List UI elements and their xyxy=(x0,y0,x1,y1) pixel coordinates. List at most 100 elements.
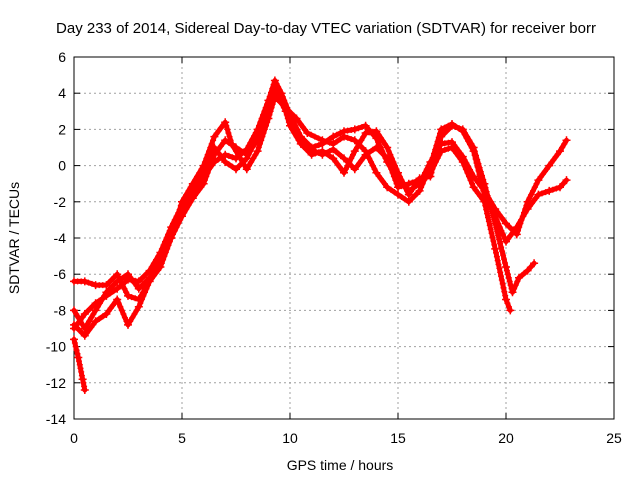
data-point xyxy=(210,132,219,141)
data-point xyxy=(404,197,413,206)
data-point xyxy=(562,136,571,145)
data-point xyxy=(502,219,510,228)
y-tick-label: -2 xyxy=(54,194,67,210)
data-point xyxy=(156,255,165,264)
data-point xyxy=(383,183,392,192)
data-point xyxy=(448,143,456,152)
data-point xyxy=(303,129,312,137)
data-point xyxy=(70,335,78,344)
data-point xyxy=(329,154,338,163)
data-point xyxy=(361,121,370,130)
data-point xyxy=(340,168,348,177)
data-point xyxy=(350,125,359,134)
data-point xyxy=(70,306,78,315)
data-point xyxy=(124,320,132,329)
data-point xyxy=(512,223,521,232)
data-point xyxy=(350,165,359,174)
data-point xyxy=(523,205,532,213)
data-point xyxy=(281,107,290,116)
data-point xyxy=(242,154,251,163)
data-point xyxy=(78,375,87,384)
data-point xyxy=(415,186,424,195)
data-point xyxy=(124,270,132,279)
data-point xyxy=(253,147,262,156)
data-point xyxy=(91,317,100,326)
y-tick-label: 6 xyxy=(58,49,66,65)
data-point xyxy=(145,277,154,286)
data-point xyxy=(361,150,370,159)
data-point xyxy=(318,136,327,145)
data-point xyxy=(80,386,89,394)
data-point xyxy=(437,125,446,134)
data-point xyxy=(70,277,78,286)
data-point xyxy=(221,118,230,127)
series-markers xyxy=(71,93,567,303)
data-point xyxy=(329,132,338,141)
series-track-4 xyxy=(70,85,515,340)
data-point xyxy=(372,143,381,152)
data-point xyxy=(556,183,564,192)
data-point xyxy=(70,320,78,329)
data-point xyxy=(361,129,370,137)
data-point xyxy=(102,281,111,290)
data-point xyxy=(102,310,111,318)
data-point xyxy=(210,143,219,152)
chart-title: Day 233 of 2014, Sidereal Day-to-day VTE… xyxy=(56,20,596,37)
data-point xyxy=(292,129,301,137)
data-point xyxy=(437,147,446,156)
data-point xyxy=(113,284,122,293)
y-axis: -14 -12 -10 -8 -6 -4 -2 0 2 4 6 xyxy=(46,49,614,427)
data-point xyxy=(372,127,381,136)
data-point xyxy=(102,288,111,297)
data-point xyxy=(124,291,132,300)
data-point xyxy=(515,273,523,282)
data-point xyxy=(167,226,176,235)
grid xyxy=(74,57,614,419)
x-tick-label: 0 xyxy=(70,430,78,446)
data-point xyxy=(113,295,122,304)
y-tick-label: 0 xyxy=(58,158,66,174)
data-point xyxy=(292,114,301,123)
data-point xyxy=(270,85,279,94)
data-point xyxy=(415,176,424,185)
y-tick-label: 4 xyxy=(58,85,66,101)
data-point xyxy=(394,190,402,199)
data-point xyxy=(178,205,186,213)
data-point xyxy=(426,168,435,177)
data-point xyxy=(469,183,478,192)
data-point xyxy=(350,147,359,156)
data-point xyxy=(458,158,467,166)
y-tick-label: -8 xyxy=(54,302,67,318)
data-point xyxy=(134,284,143,293)
data-point xyxy=(303,143,312,152)
data-point xyxy=(491,244,500,253)
data-point xyxy=(199,168,208,177)
data-point xyxy=(91,281,100,290)
x-axis-label: GPS time / hours xyxy=(287,457,394,473)
x-axis: 0 5 10 15 20 25 xyxy=(70,57,622,446)
data-point xyxy=(508,288,517,297)
y-tick-label: -12 xyxy=(46,375,66,391)
y-axis-label: SDTVAR / TECUs xyxy=(6,182,22,294)
data-point xyxy=(221,158,230,166)
data-point xyxy=(134,302,143,311)
data-point xyxy=(80,331,89,340)
data-point xyxy=(534,190,543,199)
data-point xyxy=(270,76,279,85)
data-point xyxy=(491,212,500,221)
data-point xyxy=(562,176,571,185)
data-point xyxy=(480,197,489,206)
x-tick-label: 15 xyxy=(390,430,406,446)
y-tick-label: -10 xyxy=(46,339,66,355)
data-point xyxy=(340,154,348,163)
x-tick-label: 10 xyxy=(282,430,298,446)
data-series xyxy=(70,76,571,394)
data-point xyxy=(188,190,197,199)
data-point xyxy=(502,295,510,304)
data-point xyxy=(372,168,381,177)
data-point xyxy=(534,176,543,185)
data-point xyxy=(329,145,338,154)
data-point xyxy=(404,179,413,188)
